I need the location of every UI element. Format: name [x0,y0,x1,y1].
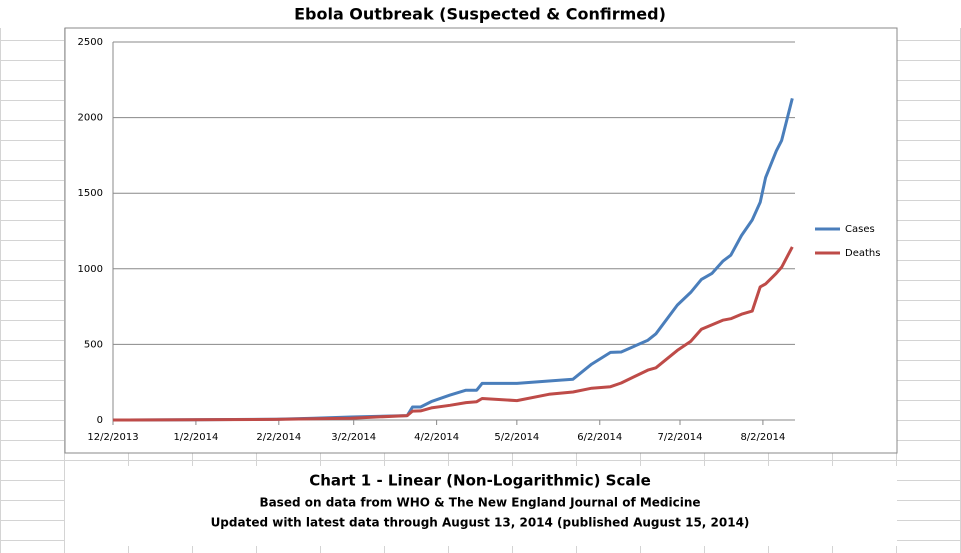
y-tick-label: 1500 [78,188,103,199]
x-tick-label: 6/2/2014 [577,432,622,443]
series-line [112,98,794,422]
y-tick-label: 0 [97,415,103,426]
chart-title: Ebola Outbreak (Suspected & Confirmed) [294,5,666,24]
series-line [112,246,794,422]
x-tick-label: 7/2/2014 [658,432,703,443]
x-tick-label: 8/2/2014 [740,432,785,443]
x-tick-label: 4/2/2014 [414,432,459,443]
legend-label: Deaths [845,248,880,259]
x-tick-label: 3/2/2014 [331,432,376,443]
y-tick-label: 1000 [78,264,103,275]
y-tick-label: 2000 [78,113,103,124]
x-tick-label: 1/2/2014 [173,432,218,443]
x-tick-label: 2/2/2014 [256,432,301,443]
chart-subtitle: Chart 1 - Linear (Non-Logarithmic) Scale [309,472,651,490]
x-tick-label: 12/2/2013 [87,432,138,443]
legend-label: Cases [845,224,875,235]
chart-note: Updated with latest data through August … [211,516,750,530]
y-tick-label: 500 [84,339,103,350]
x-tick-label: 5/2/2014 [494,432,539,443]
caption-band [65,466,897,546]
y-tick-label: 2500 [78,37,103,48]
chart-frame [64,27,898,454]
title-band [0,0,961,28]
chart-note: Based on data from WHO & The New England… [259,496,700,510]
